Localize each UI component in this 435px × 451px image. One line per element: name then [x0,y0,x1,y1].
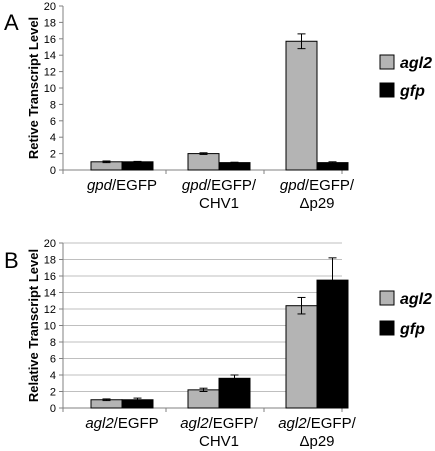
legend-label-gfp: gfp [399,83,425,100]
legend: agl2 gfp [379,54,432,100]
x-category-label: agl2/EGFP/ [278,415,356,432]
y-tick-label: 2 [50,149,56,161]
y-tick-label: 10 [44,83,56,95]
bar-agl2 [285,40,318,171]
x-category-label: gpd/EGFP/ [182,177,257,194]
bar-agl2 [285,305,318,409]
bar-agl2 [187,153,220,171]
y-tick-label: 2 [50,387,56,399]
error-bar [102,398,111,402]
y-tick-label: 12 [44,67,56,79]
legend-swatch-gfp [379,82,395,98]
legend-swatch-agl2 [379,54,395,70]
y-tick-label: 8 [50,99,56,111]
y-axis-title: Retive Transcript Level [26,17,41,159]
y-tick-label: 18 [44,17,56,29]
error-bar [230,374,239,383]
bar-gfp [121,161,154,171]
y-tick-label: 4 [50,370,56,382]
legend-swatch-agl2 [379,290,395,306]
y-tick-label: 0 [50,403,56,415]
x-category-label-line2: CHV1 [199,195,239,212]
y-tick-label: 20 [44,238,56,250]
x-category-label-line2: Δp29 [299,433,334,450]
bar-gfp [218,162,251,171]
y-tick-label: 18 [44,255,56,267]
panel-label: A [4,10,19,35]
y-tick-label: 20 [44,1,56,13]
y-axis-title: Relative Transcript Level [26,249,41,402]
y-tick-label: 6 [50,354,56,366]
x-category-label-line2: CHV1 [199,433,239,450]
error-bar [102,160,111,164]
y-tick-label: 8 [50,337,56,349]
y-tick-label: 16 [44,271,56,283]
legend: agl2 gfp [379,290,432,338]
legend-label-agl2: agl2 [400,291,432,308]
bar-agl2 [187,389,220,409]
legend-label-agl2: agl2 [400,55,432,72]
error-bar [199,152,208,155]
x-category-label: gpd/EGFP [87,177,157,194]
legend-swatch-gfp [379,320,395,336]
bar-gfp [218,377,251,409]
y-tick-label: 4 [50,132,56,144]
y-tick-label: 16 [44,34,56,46]
y-tick-label: 0 [50,165,56,177]
x-category-label: agl2/EGFP/ [180,415,258,432]
x-category-label-line2: Δp29 [299,195,334,212]
panel-label: B [4,248,19,273]
error-bar [328,257,337,303]
y-tick-label: 14 [44,288,56,300]
error-bar [328,161,337,164]
error-bar [297,296,306,315]
error-bar [199,387,208,392]
legend-label-gfp: gfp [399,321,425,338]
x-category-label: gpd/EGFP/ [280,177,355,194]
error-bar [230,161,239,164]
y-tick-label: 14 [44,50,56,62]
y-tick-label: 10 [44,321,56,333]
y-tick-label: 12 [44,304,56,316]
error-bar [133,160,142,163]
x-category-label: agl2/EGFP [85,415,158,432]
error-bar [297,33,306,50]
error-bar [133,397,142,402]
y-tick-label: 6 [50,116,56,128]
